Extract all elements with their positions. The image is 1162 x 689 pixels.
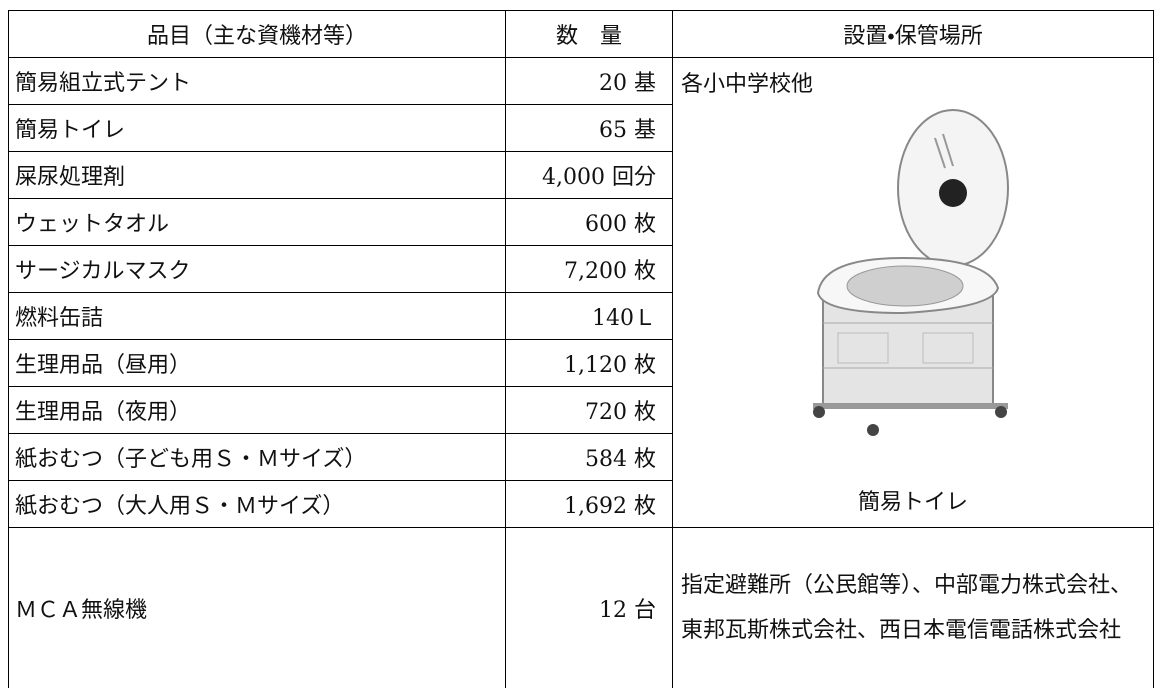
location-cell: 指定避難所（公民館等）、中部電力株式会社、東邦瓦斯株式会社、西日本電信電話株式会…	[672, 527, 1154, 688]
header-row: 品目（主な資機材等） 数 量 設置・保管場所	[8, 10, 1154, 58]
item-row: 簡易組立式テント 20 基各小中学校他 簡易トイレ	[8, 57, 1154, 528]
location-cell: 各小中学校他 簡易トイレ	[672, 57, 1154, 528]
item-cell: サージカルマスク	[8, 245, 506, 293]
item-row: ウェットタオル 600 枚	[8, 198, 1154, 246]
item-cell: 生理用品（昼用）	[8, 339, 506, 387]
item-cell: 燃料缶詰	[8, 292, 506, 340]
item-row: 燃料缶詰 140Ｌ	[8, 292, 1154, 340]
item-cell: 簡易組立式テント	[8, 57, 506, 105]
item-cell: 紙おむつ（大人用Ｓ・Ｍサイズ）	[8, 480, 506, 528]
item-row: サージカルマスク 7,200 枚	[8, 245, 1154, 293]
equipment-table: 品目（主な資機材等） 数 量 設置・保管場所 簡易組立式テント 20 基各小中学校…	[8, 10, 1154, 688]
quantity-cell: 65 基	[505, 104, 673, 152]
item-cell: ウェットタオル	[8, 198, 506, 246]
image-caption: 簡易トイレ	[857, 490, 968, 515]
toilet-photo	[803, 108, 1023, 444]
item-row: 簡易トイレ 65 基	[8, 104, 1154, 152]
quantity-cell: 584 枚	[505, 433, 673, 481]
item-cell: 簡易トイレ	[8, 104, 506, 152]
quantity-cell: 600 枚	[505, 198, 673, 246]
item-row: 紙おむつ（大人用Ｓ・Ｍサイズ） 1,692 枚	[8, 480, 1154, 528]
quantity-cell: 20 基	[505, 57, 673, 105]
quantity-cell: 1,692 枚	[505, 480, 673, 528]
item-cell: 紙おむつ（子ども用Ｓ・Ｍサイズ）	[8, 433, 506, 481]
item-row: ＭＣＡ無線機 12 台指定避難所（公民館等）、中部電力株式会社、東邦瓦斯株式会社、…	[8, 527, 1154, 688]
header-cell: 設置・保管場所	[672, 10, 1154, 58]
quantity-cell: 7,200 枚	[505, 245, 673, 293]
quantity-cell: 4,000 回分	[505, 151, 673, 199]
table-body: 簡易組立式テント 20 基各小中学校他 簡易トイレ 簡易トイレ 65 基屎尿処理剤 4,…	[8, 57, 1154, 688]
item-cell: 屎尿処理剤	[8, 151, 506, 199]
item-row: 紙おむつ（子ども用Ｓ・Ｍサイズ） 584 枚	[8, 433, 1154, 481]
quantity-cell: 720 枚	[505, 386, 673, 434]
header-cell: 品目（主な資機材等）	[8, 10, 506, 58]
quantity-cell: 12 台	[505, 527, 673, 688]
item-cell: 生理用品（夜用）	[8, 386, 506, 434]
item-row: 生理用品（昼用） 1,120 枚	[8, 339, 1154, 387]
quantity-cell: 140Ｌ	[505, 292, 673, 340]
header-cell: 数 量	[505, 10, 673, 58]
item-row: 屎尿処理剤 4,000 回分	[8, 151, 1154, 199]
toilet-illustration	[813, 109, 1009, 436]
item-cell: ＭＣＡ無線機	[8, 527, 506, 688]
location-text: 各小中学校他	[681, 72, 814, 97]
quantity-cell: 1,120 枚	[505, 339, 673, 387]
